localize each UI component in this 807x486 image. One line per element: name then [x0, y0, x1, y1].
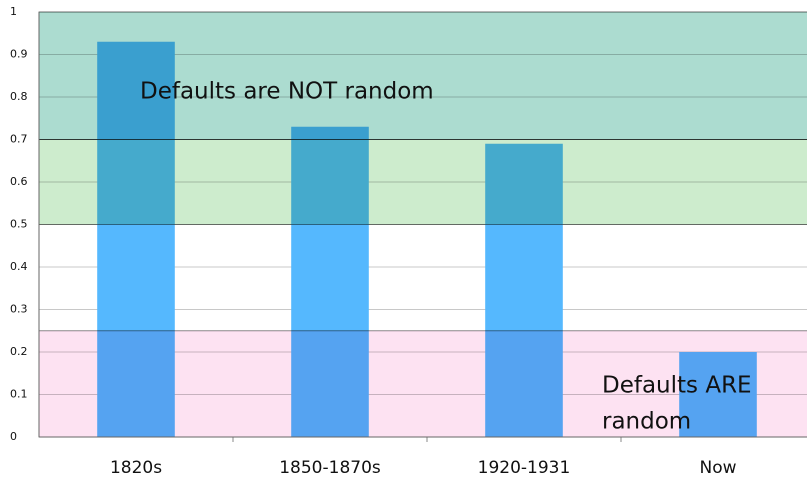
- y-tick-label: 0.4: [10, 260, 28, 273]
- x-tick-label: 1850-1870s: [279, 458, 381, 478]
- x-tick-label: Now: [699, 458, 736, 478]
- x-tick-label: 1920-1931: [478, 458, 571, 478]
- y-tick-label: 0.9: [10, 48, 28, 61]
- y-tick-label: 0.6: [10, 175, 28, 188]
- shaded-band: [38, 11, 807, 140]
- y-tick-label: 0.3: [10, 303, 28, 316]
- y-tick-label: 0.8: [10, 90, 28, 103]
- shaded-band: [38, 330, 807, 438]
- y-tick-label: 0.2: [10, 345, 28, 358]
- labels: 0 0.1 0.2 0.3 0.4 0.5 0.6 0.7 0.8 0.9 1 1820s 1850-1…: [10, 5, 752, 478]
- annotation: Defaults ARE: [602, 373, 752, 399]
- y-tick-label: 0.1: [10, 388, 28, 401]
- x-tick-label: 1820s: [110, 458, 162, 478]
- annotation: random: [602, 409, 691, 435]
- y-tick-label: 0.7: [10, 133, 28, 146]
- y-tick-label: 0.5: [10, 218, 28, 231]
- annotation: Defaults are NOT random: [140, 79, 434, 105]
- y-tick-label: 1: [10, 5, 17, 18]
- axes: [38, 12, 807, 442]
- bands: [38, 11, 807, 438]
- y-tick-label: 0: [10, 430, 17, 443]
- shaded-band: [38, 139, 807, 225]
